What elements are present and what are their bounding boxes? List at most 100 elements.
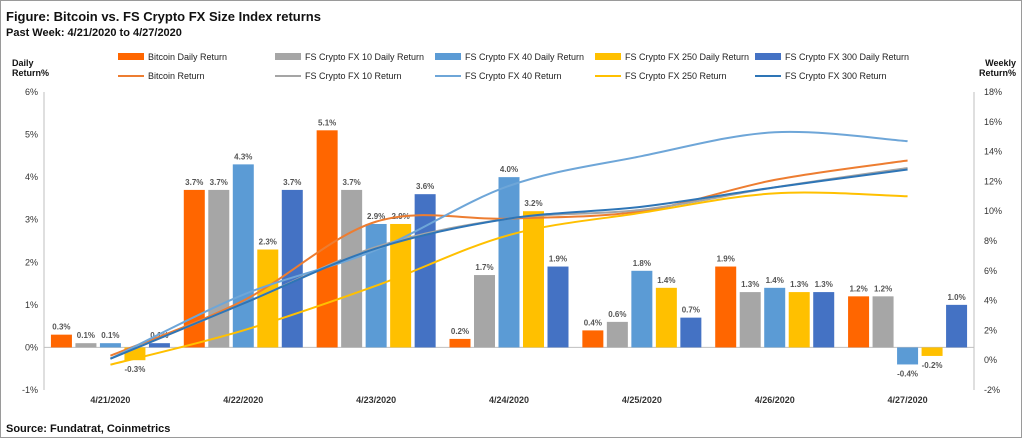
bar-data-label: 0.2% xyxy=(451,327,469,336)
cumulative-return-line xyxy=(109,130,908,360)
y-right-tick-label: 18% xyxy=(984,87,1002,97)
bar xyxy=(498,177,520,348)
bar xyxy=(606,321,628,348)
bar-data-label: 3.7% xyxy=(283,178,301,187)
legend-bar-swatch xyxy=(118,53,144,60)
bar xyxy=(316,130,338,348)
bar-data-label: -0.2% xyxy=(922,361,943,370)
bar xyxy=(75,343,97,348)
bar xyxy=(183,189,205,348)
bar xyxy=(232,164,254,348)
bar xyxy=(99,343,121,348)
bar xyxy=(897,347,919,365)
y-right-tick-label: 12% xyxy=(984,176,1002,186)
bar xyxy=(715,266,737,348)
bar-data-label: 3.6% xyxy=(416,182,434,191)
bar xyxy=(764,287,786,348)
x-tick-label: 4/26/2020 xyxy=(755,395,795,405)
source-note: Source: Fundatrat, Coinmetrics xyxy=(6,423,171,435)
legend-label: FS Crypto FX 250 Return xyxy=(625,71,727,81)
bar-data-label: 4.0% xyxy=(500,165,518,174)
bar xyxy=(872,296,894,348)
chart-title: Figure: Bitcoin vs. FS Crypto FX Size In… xyxy=(6,9,321,24)
bar xyxy=(390,223,412,348)
bar-data-label: 2.9% xyxy=(367,212,385,221)
bar-data-label: 1.4% xyxy=(766,276,784,285)
bar-data-label: 1.8% xyxy=(633,259,651,268)
legend-label: FS Crypto FX 250 Daily Return xyxy=(625,52,749,62)
bar-data-label: 1.9% xyxy=(717,255,735,264)
bar-data-label: 0.4% xyxy=(584,318,602,327)
bar xyxy=(788,292,810,348)
y-left-tick-label: 2% xyxy=(25,257,38,267)
x-tick-label: 4/23/2020 xyxy=(356,395,396,405)
bar-data-label: 1.0% xyxy=(947,293,965,302)
bar-data-label: 3.2% xyxy=(524,199,542,208)
bar-data-label: 0.6% xyxy=(608,310,626,319)
y-right-tick-label: 4% xyxy=(984,296,997,306)
bar-data-label: 1.3% xyxy=(790,280,808,289)
bar xyxy=(341,189,363,348)
y-left-tick-label: 1% xyxy=(25,300,38,310)
x-tick-label: 4/24/2020 xyxy=(489,395,529,405)
bar xyxy=(680,317,702,348)
legend-bar-swatch xyxy=(275,53,301,60)
bar-data-label: 1.3% xyxy=(815,280,833,289)
bar xyxy=(50,334,72,348)
bar xyxy=(631,270,653,348)
bar-data-label: 4.3% xyxy=(234,152,252,161)
bar xyxy=(813,292,835,348)
y-right-tick-label: 2% xyxy=(984,325,997,335)
bar-data-label: 2.3% xyxy=(259,238,277,247)
legend-label: FS Crypto FX 300 Return xyxy=(785,71,887,81)
y-left-tick-label: 5% xyxy=(25,130,38,140)
x-tick-label: 4/21/2020 xyxy=(90,395,130,405)
legend-bar-swatch xyxy=(755,53,781,60)
bar-data-label: 1.2% xyxy=(874,284,892,293)
legend-label: FS Crypto FX 40 Daily Return xyxy=(465,52,584,62)
bar xyxy=(547,266,569,348)
legend-label: FS Crypto FX 10 Return xyxy=(305,71,402,81)
bar xyxy=(414,194,436,348)
bar-data-label: -0.3% xyxy=(124,365,145,374)
cumulative-return-line xyxy=(110,191,908,366)
bar xyxy=(523,211,544,348)
y-right-tick-label: 14% xyxy=(984,147,1002,157)
y-left-axis-label: Daily Return% xyxy=(12,58,49,78)
bar-data-label: 0.7% xyxy=(682,306,700,315)
bar-data-label: 1.4% xyxy=(657,276,675,285)
y-left-tick-label: 0% xyxy=(25,342,38,352)
bar-data-label: 1.7% xyxy=(475,263,493,272)
y-right-tick-label: 8% xyxy=(984,236,997,246)
y-right-tick-label: -2% xyxy=(984,385,1000,395)
bar-data-label: 1.2% xyxy=(849,284,867,293)
y-left-tick-label: 4% xyxy=(25,172,38,182)
legend-label: FS Crypto FX 300 Daily Return xyxy=(785,52,909,62)
y-right-tick-label: 10% xyxy=(984,206,1002,216)
bar-data-label: 0.1% xyxy=(77,331,95,340)
bar xyxy=(739,292,761,348)
legend-bar-swatch xyxy=(595,53,621,60)
y-right-tick-label: 0% xyxy=(984,355,997,365)
bar xyxy=(257,249,279,348)
x-tick-label: 4/22/2020 xyxy=(223,395,263,405)
bar-data-label: 0.1% xyxy=(101,331,119,340)
y-right-tick-label: 6% xyxy=(984,266,997,276)
bar xyxy=(946,304,968,348)
bar xyxy=(208,189,230,348)
bar xyxy=(281,189,303,348)
bar-data-label: 1.3% xyxy=(741,280,759,289)
legend-label: FS Crypto FX 10 Daily Return xyxy=(305,52,424,62)
x-tick-label: 4/27/2020 xyxy=(888,395,928,405)
bar-data-label: 0.3% xyxy=(52,323,70,332)
bar-data-label: 5.1% xyxy=(318,118,336,127)
y-left-tick-label: -1% xyxy=(22,385,38,395)
legend-label: Bitcoin Daily Return xyxy=(148,52,227,62)
bar-data-label: 3.7% xyxy=(210,178,228,187)
bar-data-label: -0.4% xyxy=(897,369,918,378)
legend-bar-swatch xyxy=(435,53,461,60)
bar-data-label: 3.7% xyxy=(185,178,203,187)
bar xyxy=(449,338,471,348)
y-right-tick-label: 16% xyxy=(984,117,1002,127)
